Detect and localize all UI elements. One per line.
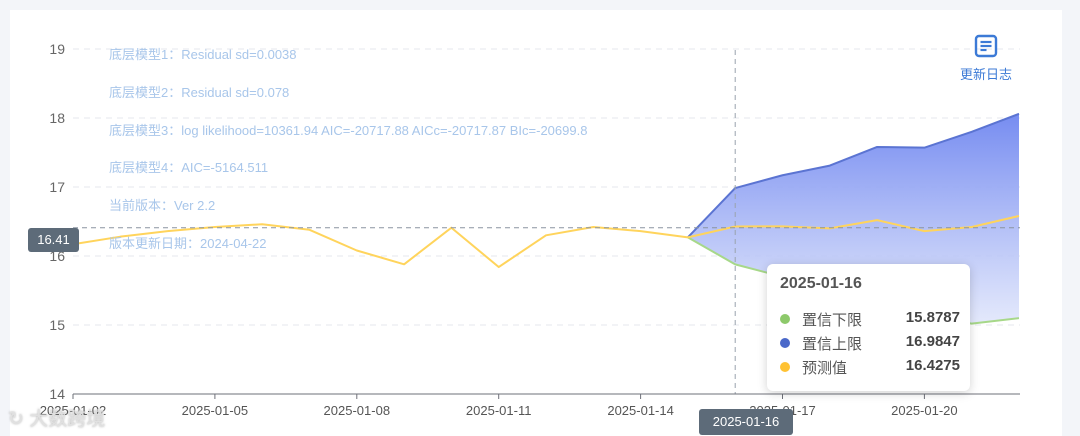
info-line-version: 当前版本：Ver 2.2 <box>109 198 216 213</box>
crosshair-y-label: 16.41 <box>28 228 79 252</box>
y-tick-label: 15 <box>49 317 65 333</box>
info-line-model3: 底层模型3：log likelihood=10361.94 AIC=-20717… <box>109 123 588 138</box>
tooltip-series-value: 16.9847 <box>905 333 960 350</box>
x-tick-label: 2025-01-11 <box>466 403 532 418</box>
chart-panel: 19 18 17 16 15 14 2025-01-02 2025-01-05 2025-01-… <box>10 10 1062 436</box>
tooltip-series-name: 置信上限 <box>802 336 863 353</box>
y-tick-label: 19 <box>49 41 65 57</box>
tooltip: 2025-01-16 置信下限 15.8787 置信上限 16.9847 预测值… <box>767 264 970 391</box>
legend-dot-forecast <box>780 362 790 372</box>
crosshair-x-label: 2025-01-16 <box>699 409 793 435</box>
y-tick-label: 14 <box>49 386 65 402</box>
info-line-update-date: 版本更新日期：2024-04-22 <box>109 236 267 251</box>
tooltip-row-upper: 置信上限 16.9847 <box>780 333 960 353</box>
x-tick-label: 2025-01-05 <box>182 403 249 418</box>
tooltip-series-value: 15.8787 <box>905 309 960 326</box>
x-tick-label: 2025-01-08 <box>324 403 391 418</box>
update-log-button[interactable]: 更新日志 <box>955 34 1017 83</box>
tooltip-series-name: 预测值 <box>802 360 848 377</box>
legend-dot-upper <box>780 338 790 348</box>
y-tick-label: 17 <box>49 179 65 195</box>
y-tick-label: 18 <box>49 110 65 126</box>
watermark-icon: ↻ <box>8 409 24 430</box>
tooltip-title: 2025-01-16 <box>780 275 862 292</box>
info-line-model2: 底层模型2：Residual sd=0.078 <box>109 85 290 100</box>
x-tick-label: 2025-01-20 <box>891 403 958 418</box>
tooltip-row-lower: 置信下限 15.8787 <box>780 309 960 329</box>
x-tick-label: 2025-01-02 <box>40 403 107 418</box>
info-line-model1: 底层模型1：Residual sd=0.0038 <box>109 47 297 62</box>
legend-dot-lower <box>780 314 790 324</box>
watermark-text: 大数跨境 <box>29 409 106 430</box>
update-log-label: 更新日志 <box>959 67 1012 82</box>
tooltip-row-forecast: 预测值 16.4275 <box>780 357 960 377</box>
tooltip-series-name: 置信下限 <box>802 312 863 329</box>
watermark: ↻ 大数跨境 <box>8 404 105 431</box>
tooltip-series-value: 16.4275 <box>905 357 960 374</box>
x-tick-label: 2025-01-14 <box>607 403 674 418</box>
info-line-model4: 底层模型4：AIC=-5164.511 <box>109 160 269 175</box>
document-icon <box>974 34 998 58</box>
series-line-upper <box>687 112 1020 239</box>
y-tick-label: 16 <box>49 248 65 264</box>
series-line-forecast <box>72 215 1020 269</box>
